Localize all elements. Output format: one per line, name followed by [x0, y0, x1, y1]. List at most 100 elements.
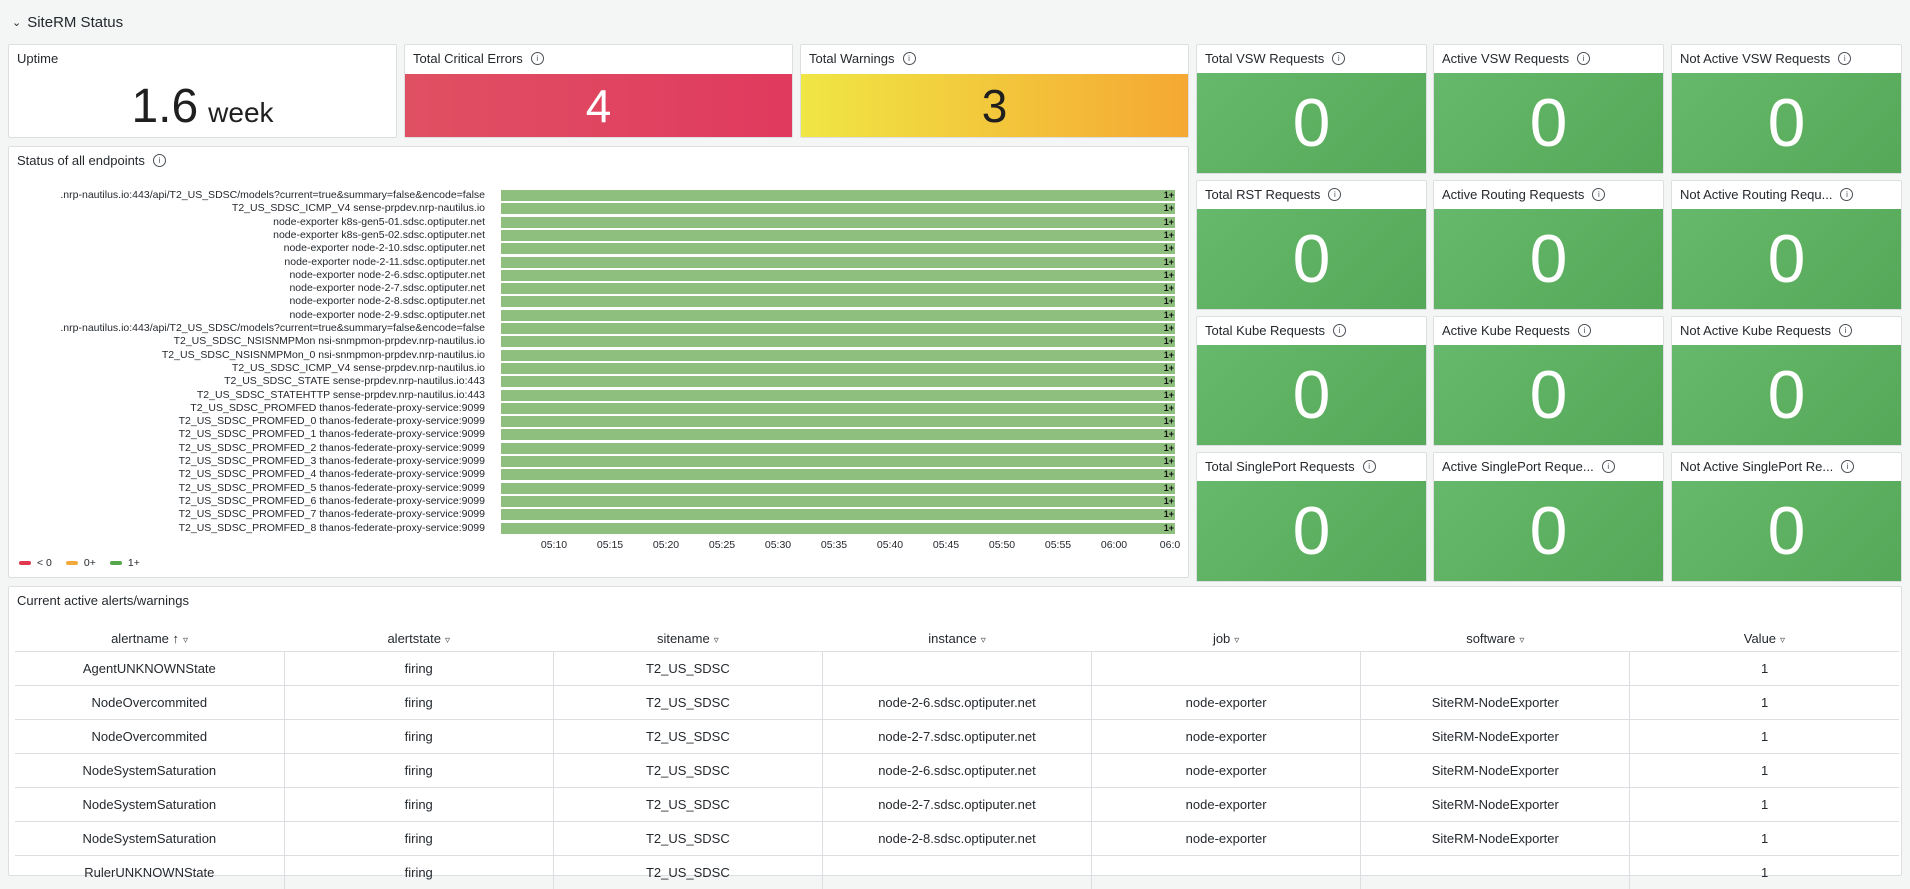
info-icon[interactable]: i: [903, 52, 916, 65]
filter-icon[interactable]: ▿: [445, 635, 450, 646]
status-bar-value: 1+: [1164, 203, 1174, 214]
info-icon[interactable]: i: [1838, 52, 1851, 65]
info-icon[interactable]: i: [1839, 324, 1852, 337]
table-cell: node-exporter: [1092, 788, 1361, 822]
status-bar[interactable]: 1+: [501, 203, 1175, 214]
info-icon[interactable]: i: [531, 52, 544, 65]
stat-value: 0: [1530, 356, 1568, 434]
status-bar[interactable]: 1+: [501, 523, 1175, 534]
status-bar[interactable]: 1+: [501, 390, 1175, 401]
column-header[interactable]: alertstate▿: [284, 625, 553, 652]
column-header[interactable]: software▿: [1361, 625, 1630, 652]
status-bar[interactable]: 1+: [501, 443, 1175, 454]
time-tick: 05:10: [541, 539, 567, 551]
status-bar-value: 1+: [1164, 230, 1174, 241]
stat-value: 0: [1768, 220, 1806, 298]
table-cell: NodeSystemSaturation: [15, 754, 284, 788]
column-header[interactable]: instance▿: [822, 625, 1091, 652]
info-icon[interactable]: i: [1363, 460, 1376, 473]
table-cell: 1: [1630, 788, 1899, 822]
request-stat-panel: Active VSW Requests i 0: [1433, 44, 1664, 174]
column-header[interactable]: alertname ↑▿: [15, 625, 284, 652]
status-bar[interactable]: 1+: [501, 296, 1175, 307]
stat-box: 0: [1197, 209, 1426, 309]
chevron-down-icon[interactable]: ⌄: [12, 16, 21, 29]
info-icon[interactable]: i: [1841, 460, 1854, 473]
info-icon[interactable]: i: [1602, 460, 1615, 473]
table-cell: firing: [284, 856, 553, 889]
table-cell: node-exporter: [1092, 754, 1361, 788]
status-bar-value: 1+: [1164, 416, 1174, 427]
status-bar[interactable]: 1+: [501, 217, 1175, 228]
row-header[interactable]: ⌄ SiteRM Status: [12, 8, 123, 36]
status-bar[interactable]: 1+: [501, 243, 1175, 254]
endpoint-label: T2_US_SDSC_PROMFED_5 thanos-federate-pro…: [179, 482, 485, 495]
filter-icon[interactable]: ▿: [981, 635, 986, 646]
time-tick: 05:35: [821, 539, 847, 551]
status-bar[interactable]: 1+: [501, 403, 1175, 414]
column-header[interactable]: job▿: [1092, 625, 1361, 652]
panel-title: Total Kube Requests: [1205, 323, 1325, 338]
status-bar[interactable]: 1+: [501, 469, 1175, 480]
status-bar[interactable]: 1+: [501, 350, 1175, 361]
status-bar[interactable]: 1+: [501, 283, 1175, 294]
status-bar[interactable]: 1+: [501, 483, 1175, 494]
info-icon[interactable]: i: [1332, 52, 1345, 65]
column-header[interactable]: Value▿: [1630, 625, 1899, 652]
filter-icon[interactable]: ▿: [1519, 635, 1524, 646]
time-tick: 06:00: [1101, 539, 1127, 551]
status-bar[interactable]: 1+: [501, 270, 1175, 281]
info-icon[interactable]: i: [1840, 188, 1853, 201]
column-header[interactable]: sitename▿: [553, 625, 822, 652]
status-bar[interactable]: 1+: [501, 323, 1175, 334]
table-cell: firing: [284, 720, 553, 754]
info-icon[interactable]: i: [1578, 324, 1591, 337]
table-cell: T2_US_SDSC: [553, 754, 822, 788]
info-icon[interactable]: i: [1577, 52, 1590, 65]
status-bar[interactable]: 1+: [501, 456, 1175, 467]
legend-swatch: [19, 561, 31, 565]
time-tick: 05:30: [765, 539, 791, 551]
legend-item[interactable]: 0+: [66, 557, 96, 569]
info-icon[interactable]: i: [1333, 324, 1346, 337]
uptime-unit: week: [208, 97, 273, 129]
filter-icon[interactable]: ▿: [714, 635, 719, 646]
filter-icon[interactable]: ▿: [1234, 635, 1239, 646]
sort-ascending-icon[interactable]: ↑: [173, 631, 180, 646]
legend-item[interactable]: < 0: [19, 557, 52, 569]
status-bar-value: 1+: [1164, 243, 1174, 254]
status-bar[interactable]: 1+: [501, 509, 1175, 520]
filter-icon[interactable]: ▿: [183, 635, 188, 646]
status-bar[interactable]: 1+: [501, 336, 1175, 347]
status-bar[interactable]: 1+: [501, 257, 1175, 268]
endpoint-label: T2_US_SDSC_PROMFED_7 thanos-federate-pro…: [179, 508, 485, 521]
stat-box: 0: [1434, 73, 1663, 173]
status-bar[interactable]: 1+: [501, 363, 1175, 374]
info-icon[interactable]: i: [1592, 188, 1605, 201]
endpoint-label: T2_US_SDSC_PROMFED_0 thanos-federate-pro…: [179, 415, 485, 428]
status-bar[interactable]: 1+: [501, 496, 1175, 507]
status-bar[interactable]: 1+: [501, 230, 1175, 241]
status-bar[interactable]: 1+: [501, 416, 1175, 427]
status-bar[interactable]: 1+: [501, 190, 1175, 201]
filter-icon[interactable]: ▿: [1780, 635, 1785, 646]
info-icon[interactable]: i: [153, 154, 166, 167]
info-icon[interactable]: i: [1328, 188, 1341, 201]
table-cell: node-2-6.sdsc.optiputer.net: [822, 686, 1091, 720]
time-tick: 05:20: [653, 539, 679, 551]
status-bar[interactable]: 1+: [501, 310, 1175, 321]
status-bar[interactable]: 1+: [501, 429, 1175, 440]
table-cell: firing: [284, 788, 553, 822]
panel-title: Total Warnings: [809, 51, 895, 66]
table-cell: T2_US_SDSC: [553, 652, 822, 686]
legend-item[interactable]: 1+: [110, 557, 140, 569]
table-cell: firing: [284, 686, 553, 720]
status-bar[interactable]: 1+: [501, 376, 1175, 387]
